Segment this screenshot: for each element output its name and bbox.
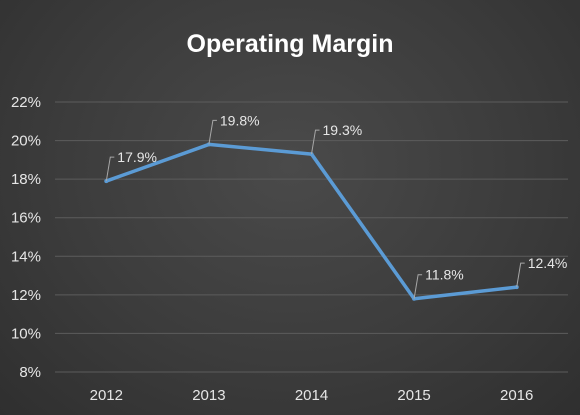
y-tick-label: 20% — [11, 133, 41, 150]
x-tick-label: 2015 — [397, 387, 430, 404]
data-label: 12.4% — [528, 255, 568, 271]
data-label: 11.8% — [425, 267, 464, 283]
gridlines — [55, 101, 568, 373]
y-tick-label: 8% — [19, 364, 41, 381]
y-tick-label: 16% — [11, 210, 41, 227]
x-tick-label: 2014 — [295, 387, 328, 404]
y-tick-label: 22% — [11, 94, 41, 111]
data-label: 17.9% — [117, 149, 157, 165]
y-axis-ticks: 8% 10% 12% 14% 16% 18% 20% 22% — [11, 94, 41, 381]
data-label-leader — [105, 156, 115, 182]
data-label: 19.3% — [323, 122, 363, 138]
y-tick-label: 14% — [11, 248, 41, 265]
data-label-leader — [516, 262, 525, 288]
data-label-leader — [413, 274, 423, 299]
x-axis-ticks: 2012 2013 2014 2015 2016 — [90, 387, 534, 404]
data-label-leader — [311, 129, 320, 155]
data-labels: 17.9% 19.8% 19.3% 11.8% 12.4% — [105, 112, 568, 299]
y-tick-label: 10% — [11, 325, 41, 342]
data-label-leader — [208, 119, 217, 145]
x-tick-label: 2016 — [500, 387, 533, 404]
x-tick-label: 2012 — [90, 387, 123, 404]
y-tick-label: 12% — [11, 287, 41, 304]
data-label: 19.8% — [220, 112, 260, 128]
x-tick-label: 2013 — [192, 387, 225, 404]
y-tick-label: 18% — [11, 171, 41, 188]
chart-title: Operating Margin — [187, 30, 394, 58]
